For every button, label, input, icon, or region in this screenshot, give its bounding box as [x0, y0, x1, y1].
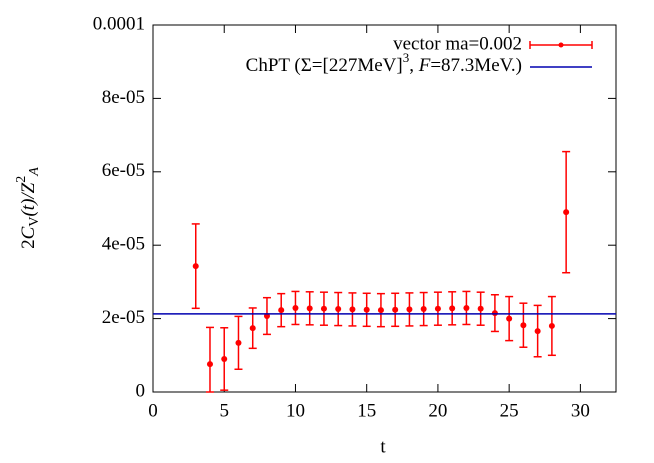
y-tick-label: 2e-05: [102, 307, 145, 328]
legend-label-part: F: [418, 55, 431, 76]
error-bar: [205, 326, 214, 393]
x-axis-label: t: [380, 436, 386, 457]
legend-label: ChPT (Σ=[227MeV]3, F=87.3MeV.): [246, 50, 522, 76]
y-tick-label: 8e-05: [102, 87, 145, 108]
data-point: [406, 306, 413, 313]
data-point: [349, 306, 356, 313]
data-point: [221, 355, 228, 362]
x-tick-label: 10: [286, 400, 305, 421]
data-point: [520, 322, 527, 329]
data-point: [292, 304, 299, 311]
data-point: [392, 306, 399, 313]
data-point: [449, 305, 456, 312]
data-point: [235, 339, 242, 346]
y-tick-label: 4e-05: [102, 234, 145, 255]
data-point: [506, 315, 513, 322]
x-tick-label: 15: [357, 400, 376, 421]
data-point: [363, 306, 370, 313]
x-tick-label: 25: [500, 400, 519, 421]
data-point: [192, 263, 199, 270]
data-point: [548, 322, 555, 329]
y-tick-label: 6e-05: [102, 160, 145, 181]
data-point: [320, 305, 327, 312]
data-point: [249, 325, 256, 332]
data-point: [306, 305, 313, 312]
legend-label-part: ChPT (Σ=[227MeV]: [246, 55, 403, 76]
data-point: [563, 209, 570, 216]
data-point: [278, 307, 285, 314]
y-tick-label: 0.0001: [93, 13, 145, 34]
data-point: [206, 361, 213, 368]
data-point: [534, 328, 541, 335]
x-tick-label: 5: [219, 400, 229, 421]
y-axis-label: 2CV(t)/Z2A: [14, 167, 42, 249]
legend-sample: [558, 42, 564, 48]
x-tick-label: 0: [148, 400, 158, 421]
x-tick-label: 20: [428, 400, 447, 421]
plot-frame: [152, 24, 617, 393]
data-point: [377, 307, 384, 314]
legend-label-part: 3: [403, 50, 410, 65]
data-point: [434, 305, 441, 312]
legend-label-part: ,: [409, 55, 419, 76]
data-point: [335, 306, 342, 313]
data-point: [463, 304, 470, 311]
y-tick-label: 0: [136, 380, 146, 401]
data-point: [477, 305, 484, 312]
x-tick-label: 30: [571, 400, 590, 421]
legend-label: vector ma=0.002: [393, 33, 522, 54]
data-point: [420, 306, 427, 313]
legend-label-part: =87.3MeV.): [430, 55, 522, 76]
